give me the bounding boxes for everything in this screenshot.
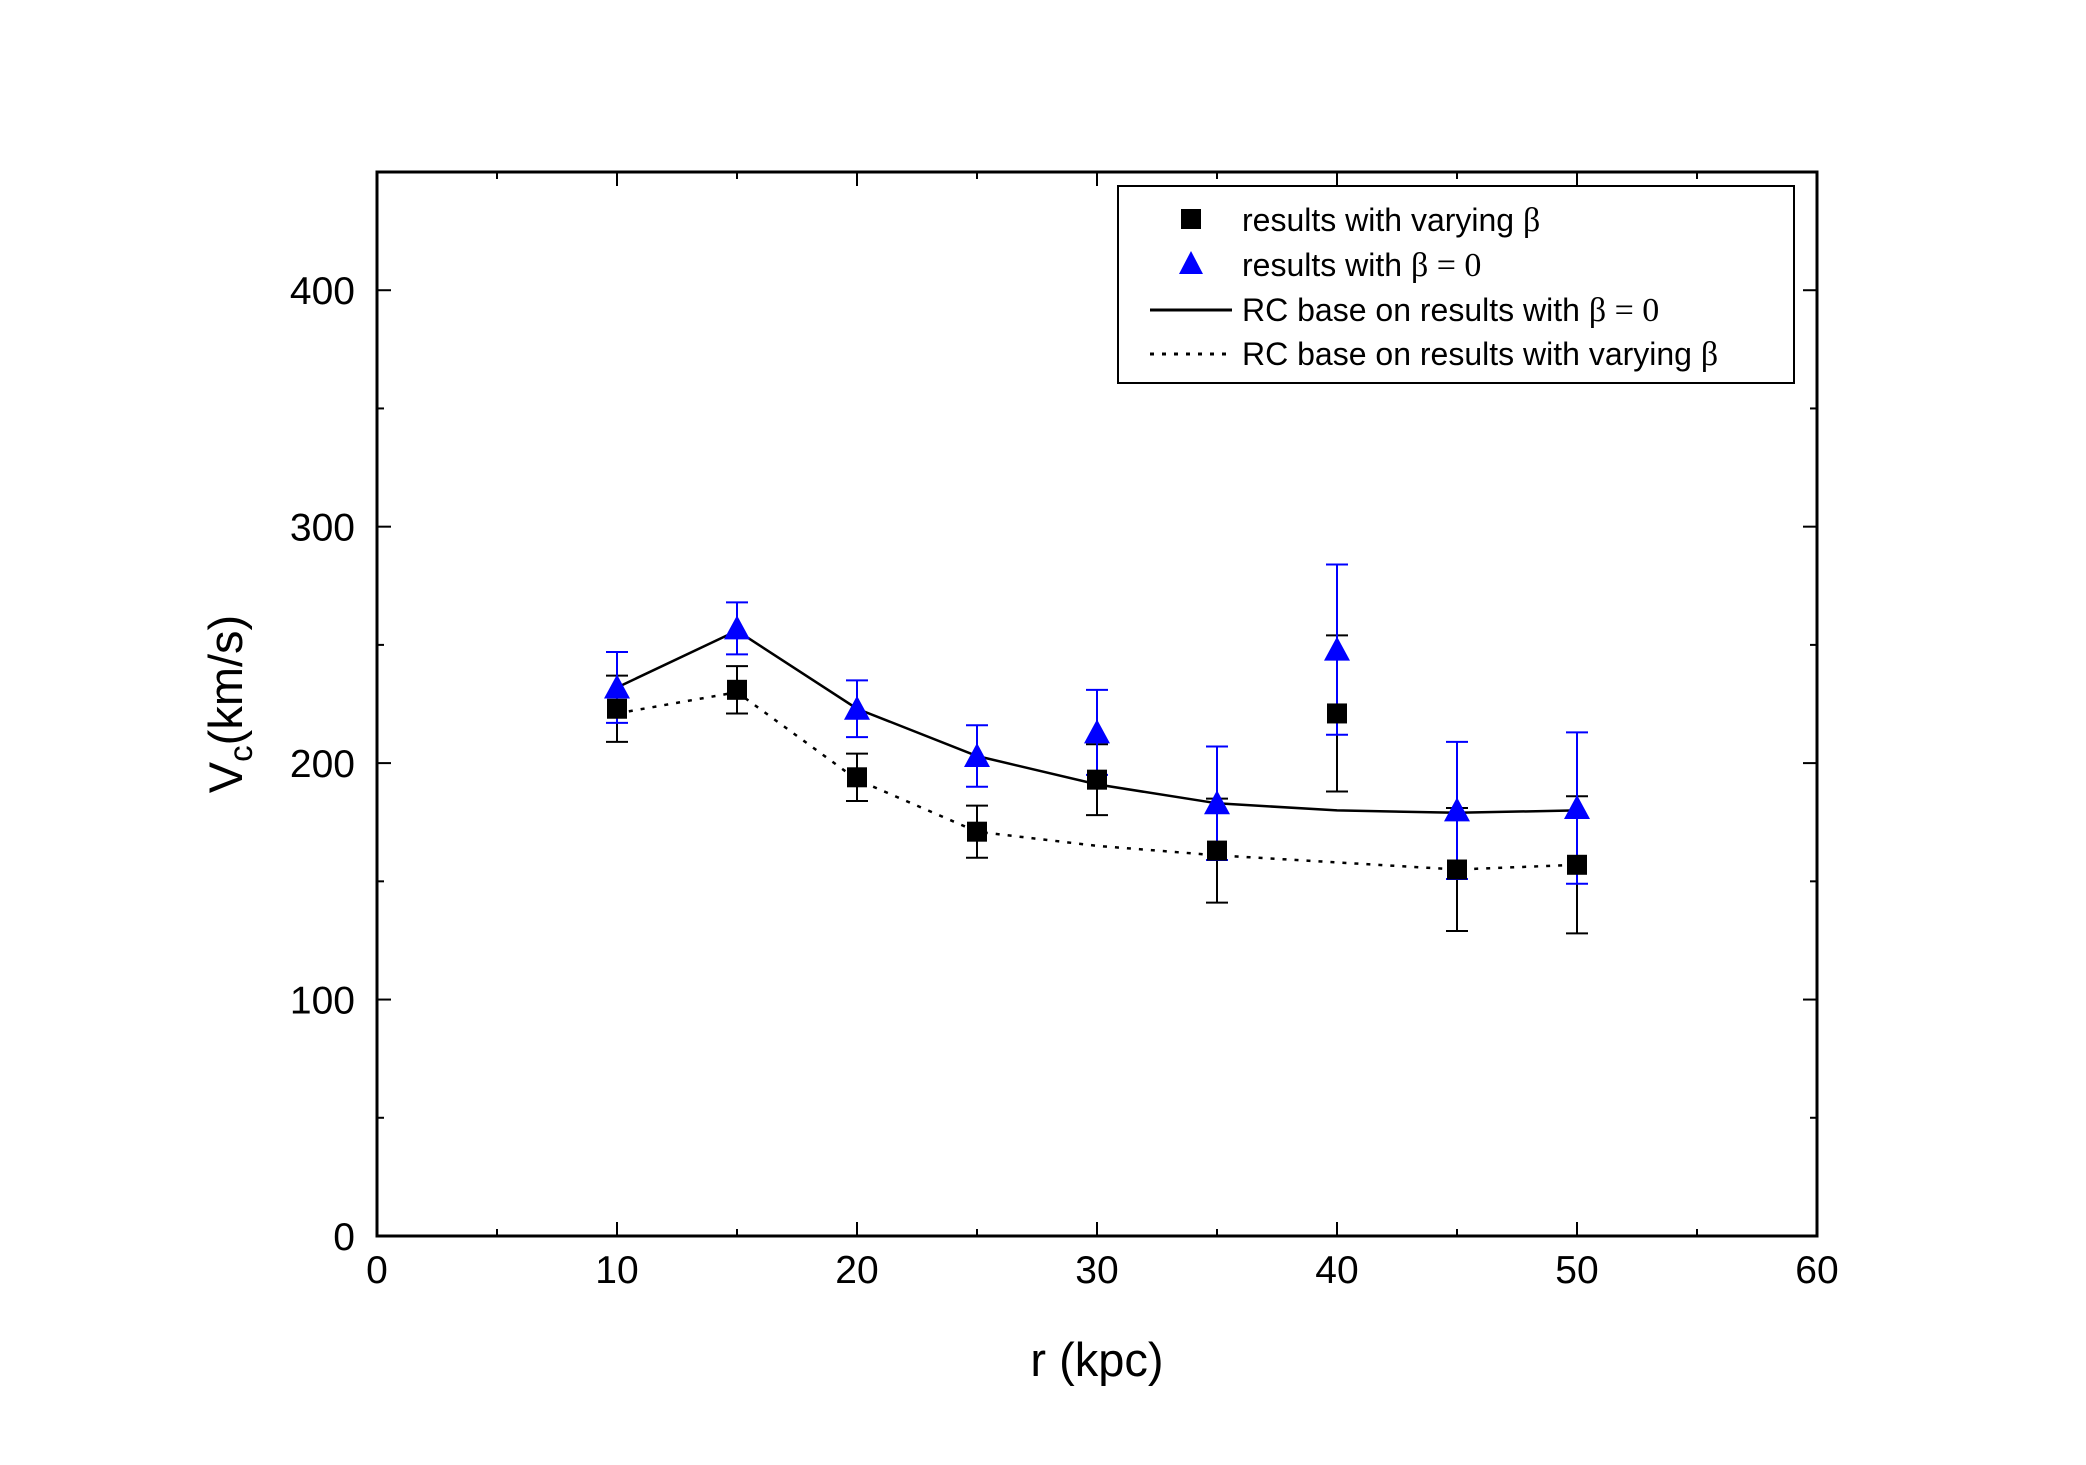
legend-label-rc-beta-zero-symbol: β = 0: [1589, 292, 1659, 329]
legend-label-varying-beta-text: results with varying: [1242, 202, 1523, 238]
data-point-triangle: [1204, 790, 1230, 815]
data-point-triangle: [1564, 795, 1590, 820]
data-point-triangle: [844, 695, 870, 720]
legend-label-rc-varying-beta-text: RC base on results with varying: [1242, 336, 1701, 372]
data-point-square: [1327, 703, 1347, 724]
y-axis-title-main: V: [199, 761, 252, 793]
legend-marker-triangle: [1179, 251, 1203, 274]
legend-label-varying-beta-symbol: β: [1523, 202, 1540, 239]
legend-label-beta-zero-symbol: β = 0: [1411, 247, 1481, 284]
x-tick-label: 0: [366, 1249, 388, 1292]
y-tick-label: 0: [333, 1216, 355, 1259]
y-axis-title-unit: (km/s): [199, 615, 252, 746]
data-point-triangle: [724, 615, 750, 640]
data-markers: [604, 615, 1590, 880]
series-line-dotted: [616, 690, 1578, 871]
y-tick-label: 300: [290, 507, 355, 550]
data-point-triangle: [604, 674, 630, 699]
data-point-square: [847, 767, 867, 788]
data-point-square: [607, 698, 627, 719]
y-tick-label: 400: [290, 270, 355, 313]
x-tick-label: 20: [835, 1249, 878, 1292]
legend: results with varying β results with β = …: [1117, 185, 1795, 384]
x-tick-label: 30: [1075, 1249, 1118, 1292]
x-tick-label: 50: [1555, 1249, 1598, 1292]
axis-ticks: [376, 171, 1818, 1237]
legend-label-beta-zero-text: results with: [1242, 247, 1411, 283]
data-point-square: [1087, 769, 1107, 790]
data-point-triangle: [964, 743, 990, 768]
legend-label-rc-varying-beta-symbol: β: [1701, 336, 1718, 373]
data-point-square: [967, 821, 987, 842]
y-axis-title: Vc(km/s): [199, 615, 259, 793]
data-point-square: [1567, 854, 1587, 875]
legend-label-beta-zero: results with β = 0: [1242, 247, 1481, 284]
x-axis-title: r (kpc): [1030, 1333, 1163, 1386]
legend-marker-square: [1181, 209, 1201, 229]
data-point-triangle: [1084, 719, 1110, 744]
y-tick-label: 200: [290, 743, 355, 786]
x-tick-label: 60: [1795, 1249, 1838, 1292]
legend-label-varying-beta: results with varying β: [1242, 202, 1540, 239]
data-point-triangle: [1444, 797, 1470, 822]
x-tick-label: 10: [595, 1249, 638, 1292]
data-point-square: [1447, 859, 1467, 880]
data-point-triangle: [1324, 636, 1350, 661]
legend-label-rc-beta-zero: RC base on results with β = 0: [1242, 292, 1659, 329]
x-tick-labels: 0 10 20 30 40 50 60: [366, 1249, 1839, 1292]
y-axis-title-subscript: c: [222, 745, 259, 762]
legend-label-rc-varying-beta: RC base on results with varying β: [1242, 336, 1718, 373]
y-tick-label: 100: [290, 980, 355, 1023]
y-tick-labels: 0 100 200 300 400: [290, 270, 355, 1259]
data-point-square: [1207, 840, 1227, 861]
x-tick-label: 40: [1315, 1249, 1358, 1292]
legend-label-rc-beta-zero-text: RC base on results with: [1242, 292, 1589, 328]
legend-box: [1117, 185, 1795, 384]
data-point-square: [727, 679, 747, 700]
